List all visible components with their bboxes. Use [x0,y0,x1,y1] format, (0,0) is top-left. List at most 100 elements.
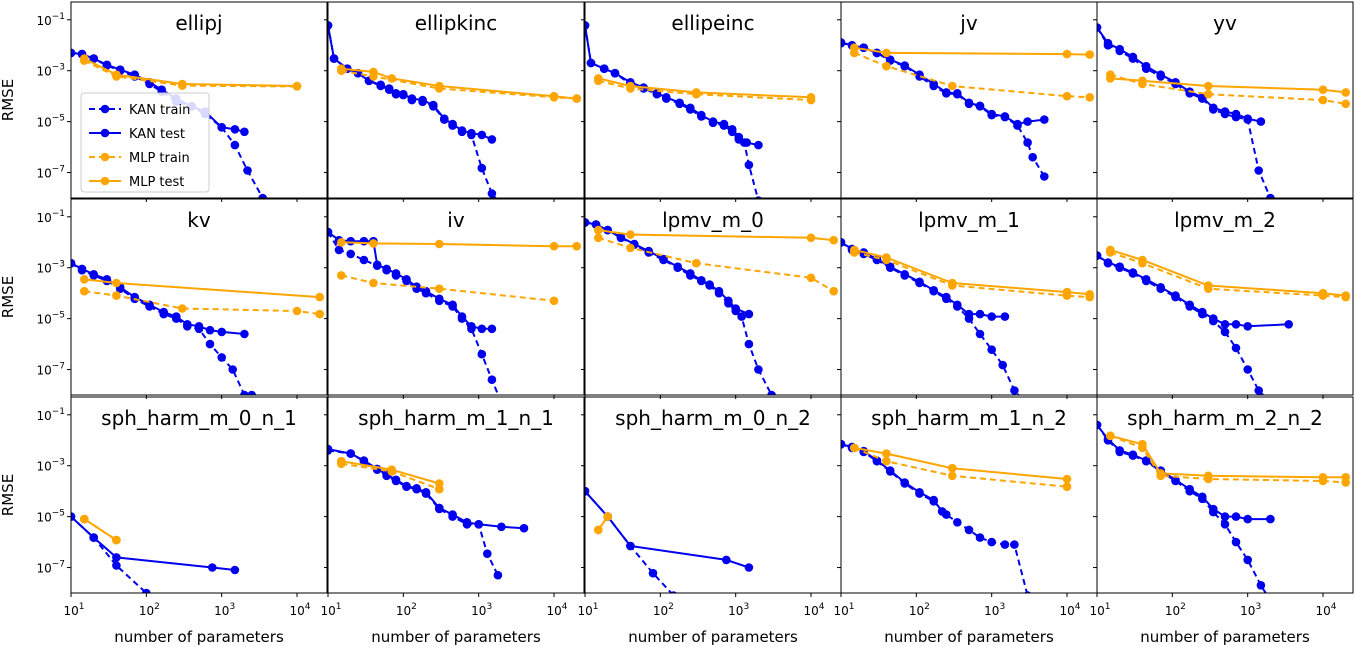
series-line-kan-train [585,221,773,395]
data-point-kan-train [1266,193,1275,198]
x-axis-label: number of parameters [114,628,284,646]
x-tick-label: 101 [577,602,598,618]
data-point-kan-test [519,523,529,533]
panel-lpmv-m-0: lpmv_m_0 [581,198,842,399]
panel-title: jv [959,11,978,35]
data-point-mlp-test [603,512,612,521]
data-point-kan-test [412,484,421,493]
panel-frame [1096,1,1354,199]
plot-area [328,21,581,198]
panel-title: iv [447,208,465,232]
panel-title: ellipj [175,11,222,35]
data-point-kan-train [744,339,754,349]
data-point-mlp-test [435,479,444,488]
series-line-mlp-test [598,229,834,242]
data-point-kan-test [71,48,76,58]
data-point-kan-test [346,449,356,458]
data-point-kan-test [953,89,962,98]
data-point-mlp-test [882,449,891,458]
y-tick-label: 10−7 [36,362,65,378]
data-point-kan-test [586,58,596,68]
plot-area [841,439,1072,593]
data-point-kan-test [1284,320,1293,329]
panel-title: lpmv_m_1 [918,208,1020,232]
x-axis-label: number of parameters [371,628,541,646]
data-point-kan-test [440,114,449,123]
data-point-mlp-test [850,43,859,52]
data-point-kan-test [359,236,369,246]
data-point-mlp-test [80,275,89,284]
data-point-kan-train [744,160,754,170]
data-point-kan-test [399,89,408,99]
panel-title: sph_harm_m_0_n_2 [615,406,811,430]
data-point-kan-test [328,21,333,30]
data-point-mlp-test [806,93,816,102]
data-point-kan-test [230,565,240,575]
data-point-mlp-train [626,243,635,253]
data-point-mlp-test [850,443,859,453]
data-point-mlp-train [80,286,89,296]
data-point-mlp-train [369,278,378,288]
data-point-kan-test [744,563,754,572]
legend-label: KAN test [129,127,185,142]
y-tick-label: 10−5 [36,509,65,525]
data-point-mlp-train [1062,482,1072,492]
series-line-kan-test [71,515,236,571]
data-point-mlp-train [806,273,816,283]
data-point-kan-test [644,246,653,256]
data-point-kan-test [942,88,951,97]
data-point-kan-test [1128,450,1138,460]
data-point-mlp-test [806,233,816,243]
data-point-mlp-test [337,64,346,73]
data-point-kan-test [915,277,924,287]
x-axis-label: number of parameters [628,628,798,646]
data-point-kan-test [487,135,497,144]
panel-title: sph_harm_m_2_n_2 [1127,406,1323,430]
series-line-kan-train [585,25,759,198]
data-point-kan-train [975,329,985,339]
data-point-mlp-test [1318,288,1328,298]
data-point-kan-train [754,365,763,374]
data-point-kan-test [841,38,846,47]
data-point-kan-train [334,245,344,255]
data-point-kan-test [1243,322,1252,331]
data-point-kan-test [697,276,706,285]
data-point-kan-test [626,541,635,551]
y-tick-label: 10−5 [36,114,65,130]
plot-area [585,218,838,395]
data-point-kan-test [497,522,506,532]
plot-area [71,258,325,395]
data-point-kan-test [329,54,339,63]
data-point-kan-test [71,512,76,521]
data-point-mlp-test [626,230,635,239]
panel-title: sph_harm_m_0_n_1 [101,406,297,430]
legend-label: KAN train [129,103,190,118]
data-point-mlp-test [1085,50,1094,59]
data-point-kan-test [477,324,487,334]
panel-sph-harm-m-2-n-2: sph_harm_m_2_n_2 101 102 103 104 number of pa… [1089,396,1354,646]
data-point-kan-test [208,563,217,572]
plot-area [1097,420,1350,593]
data-point-kan-test [929,286,938,295]
data-point-kan-train [487,189,497,198]
data-point-kan-test [734,132,744,142]
data-point-kan-test [697,110,706,120]
data-point-mlp-train [1085,93,1094,102]
data-point-kan-test [1185,484,1194,494]
panel-sph-harm-m-0-n-1: sph_harm_m_0_n_1 10−1 10−3 10−5 10−7 RMSE 101 1… [0,396,328,646]
plot-area [71,512,240,593]
legend-entry: KAN train [89,103,190,118]
data-point-kan-test [686,103,695,113]
data-point-kan-test [376,80,386,90]
data-point-mlp-test [387,465,397,475]
data-point-mlp-test [1156,469,1165,478]
data-point-kan-test [1103,38,1113,48]
data-point-mlp-test [1341,473,1350,482]
data-point-kan-train [228,365,237,374]
data-point-kan-test [1097,251,1102,260]
plot-area [328,444,529,580]
data-point-mlp-test [594,74,603,83]
data-point-kan-test [448,119,457,129]
data-point-mlp-test [369,67,378,77]
series-line-kan-test [328,25,493,141]
